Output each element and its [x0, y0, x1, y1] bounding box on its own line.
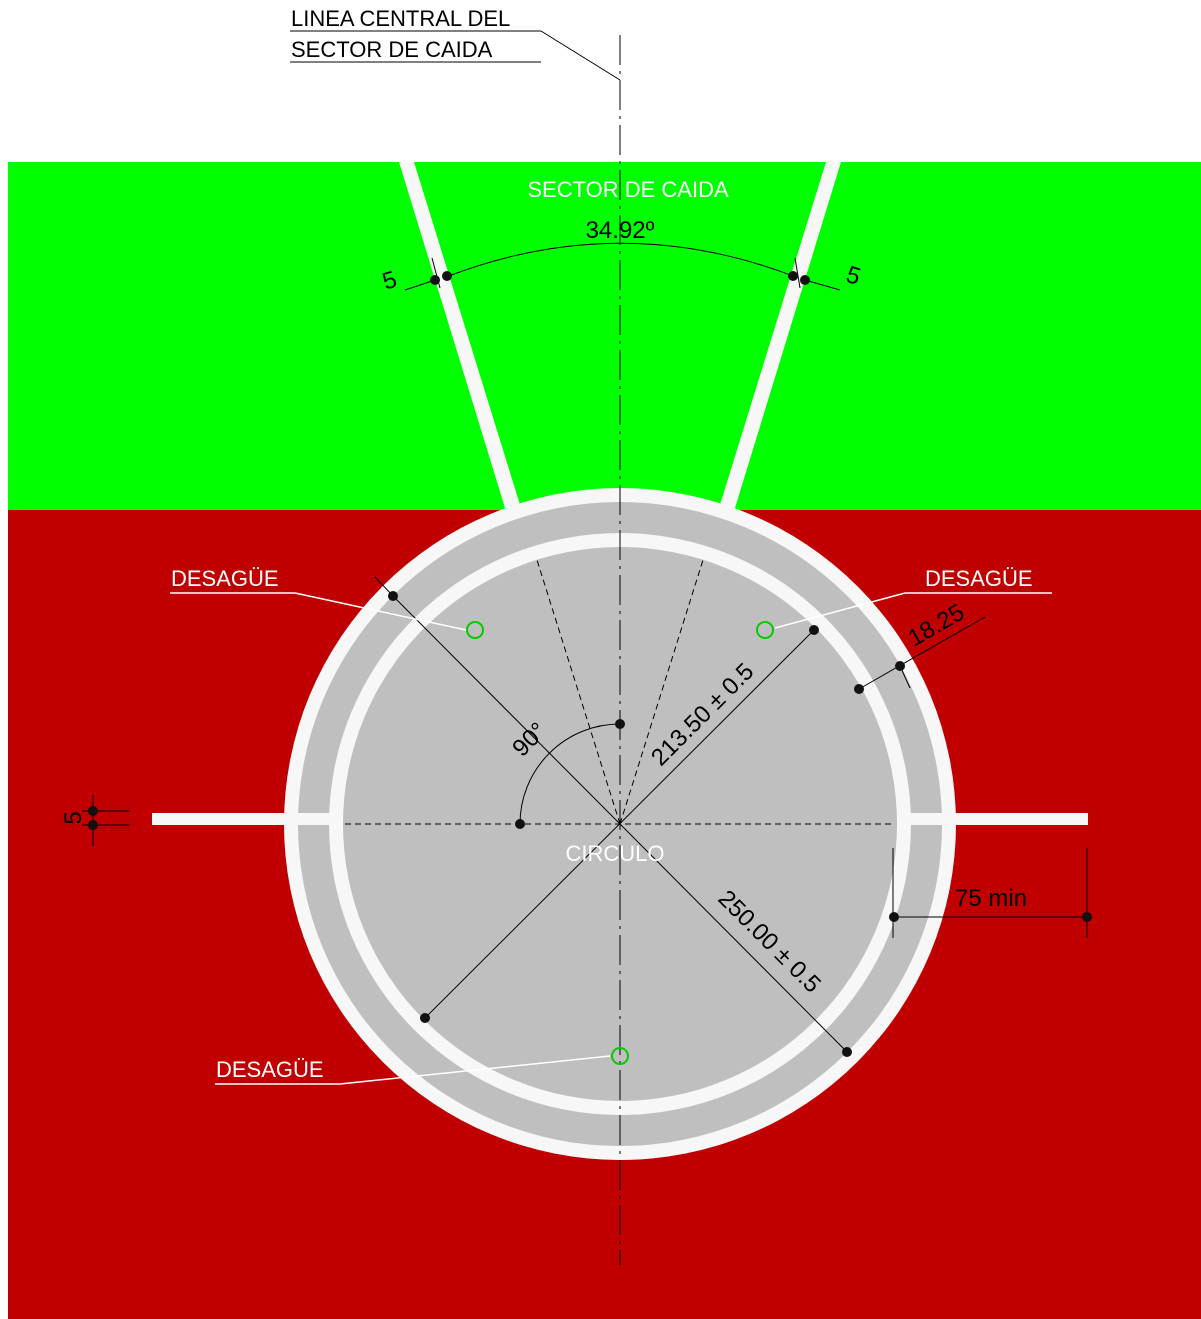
dot: [1082, 912, 1092, 922]
landing-sector-area: [8, 162, 1201, 510]
sector-arc-ext-right: [804, 279, 841, 291]
dot: [430, 275, 440, 285]
dot: [809, 625, 819, 635]
dot: [88, 806, 98, 816]
drain-right: [756, 621, 774, 639]
drain-label-right: DESAGÜE: [925, 566, 1033, 591]
sector-projection-left: [536, 559, 621, 825]
drain-bottom: [611, 1047, 629, 1065]
inner-diameter-line: [424, 629, 815, 1019]
dot: [442, 271, 452, 281]
ring-gap-left: [292, 813, 330, 825]
sector-projection-right: [619, 559, 704, 825]
sector-line-left: [399, 162, 521, 508]
dot: [788, 271, 798, 281]
drain-leader-left: [170, 592, 467, 631]
dot: [388, 591, 398, 601]
drain-leader-bottom: [215, 1055, 611, 1085]
dot: [420, 1013, 430, 1023]
dot: [854, 684, 864, 694]
extension-min-label: 75 min: [955, 885, 1027, 912]
drain-label-bottom: DESAGÜE: [216, 1057, 324, 1082]
dot: [895, 661, 905, 671]
dot: [889, 912, 899, 922]
ring-gap-right: [910, 813, 948, 825]
title-leader: [540, 30, 621, 81]
dot: [515, 819, 525, 829]
dot: [88, 820, 98, 830]
dot: [615, 719, 625, 729]
side-width-label: 5: [60, 811, 87, 824]
sector-angle-arc: [445, 242, 794, 278]
drain-leader-right: [774, 592, 1052, 629]
ring-width-line: [858, 616, 986, 690]
sector-line-right: [719, 162, 841, 508]
circle-label: CIRCULO: [565, 841, 664, 866]
sector-arc-tick-right: [794, 257, 801, 289]
dot: [842, 1047, 852, 1057]
drain-label-left: DESAGÜE: [171, 566, 279, 591]
sector-angle-label: 34.92º: [586, 217, 655, 244]
dimension-dots: [88, 271, 1092, 1057]
extension-line-left: [152, 813, 292, 825]
title-line-2: SECTOR DE CAIDA: [291, 37, 493, 62]
title-line-1: LINEA CENTRAL DEL: [291, 6, 510, 31]
drain-left: [466, 621, 484, 639]
right-angle-arc: [519, 723, 621, 825]
sector-arc-ext-left: [404, 279, 436, 291]
landing-sector-label: SECTOR DE CAIDA: [527, 177, 729, 202]
dot: [800, 275, 810, 285]
extension-line-right: [948, 813, 1088, 825]
